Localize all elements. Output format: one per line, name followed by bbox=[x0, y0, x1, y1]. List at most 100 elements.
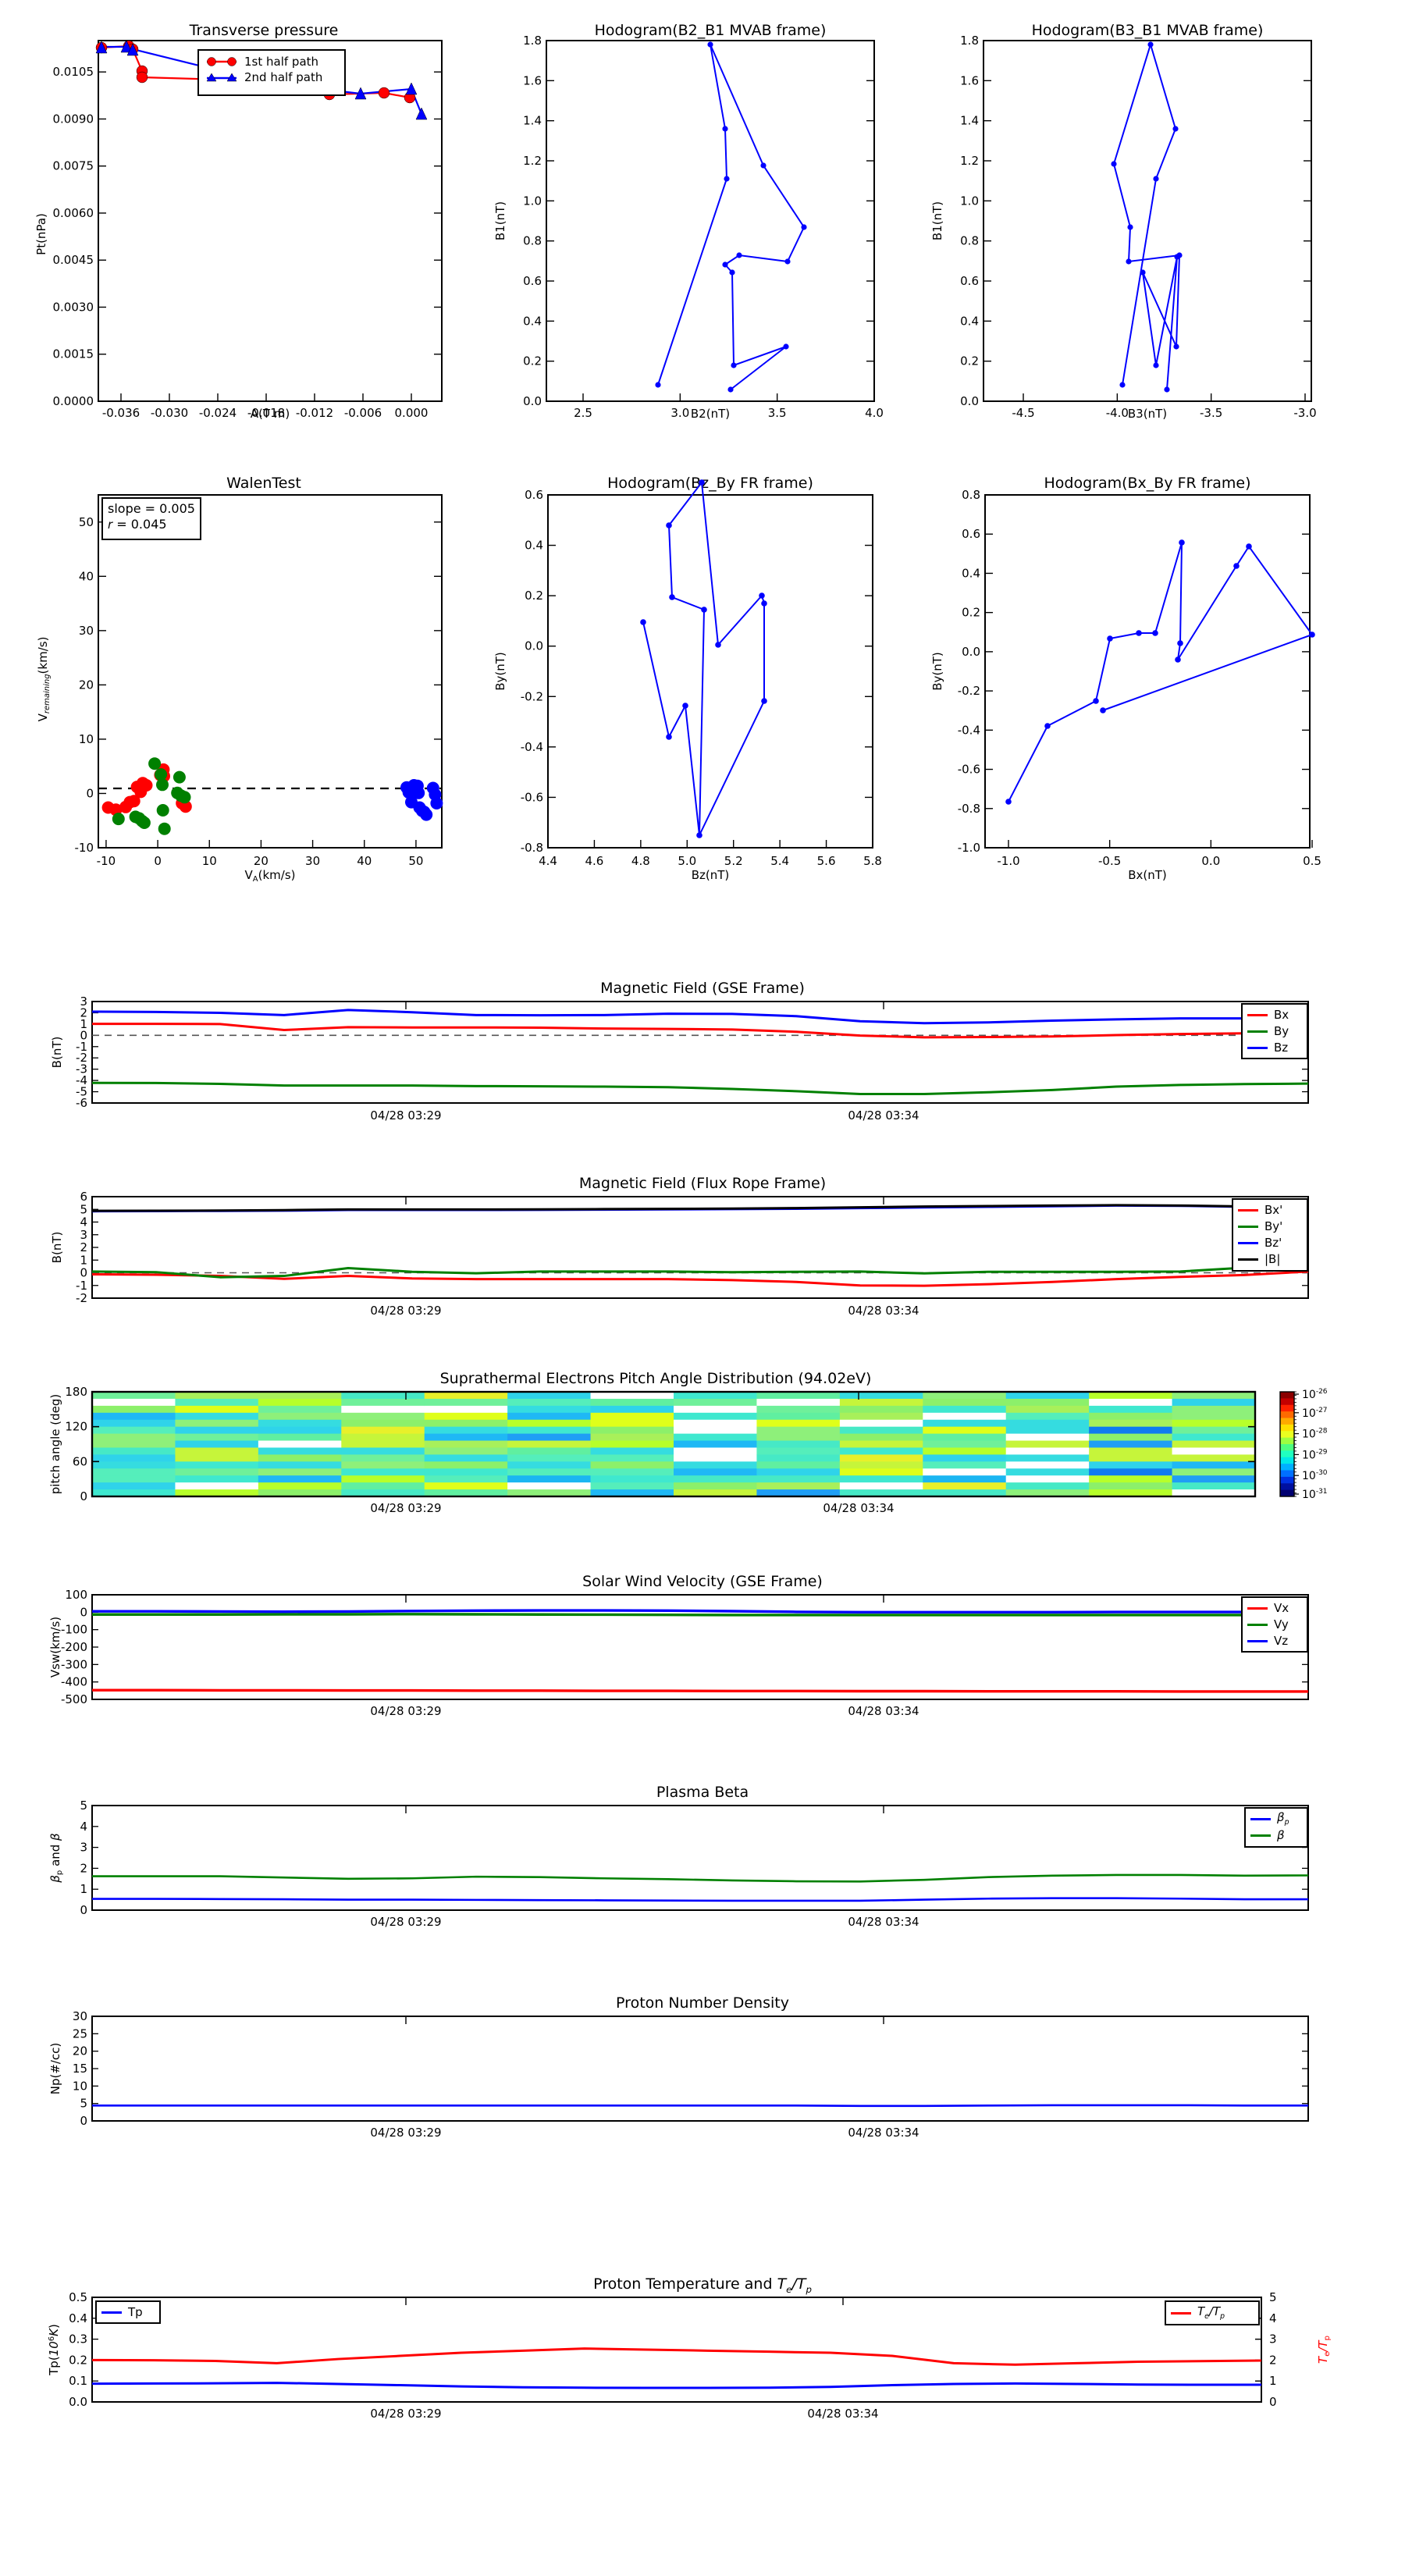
heatmap-cell bbox=[258, 1426, 342, 1435]
x-tick-label: 10 bbox=[202, 854, 217, 868]
x-axis-label: B2(nT) bbox=[691, 407, 730, 421]
heatmap-cell bbox=[507, 1475, 592, 1483]
y-tick-label: 0.0 bbox=[525, 639, 543, 653]
panel-title: WalenTest bbox=[226, 475, 301, 492]
heatmap-cell bbox=[175, 1412, 259, 1421]
x-tick-label: 04/28 03:34 bbox=[848, 1108, 919, 1123]
y-tick-label: -4 bbox=[76, 1073, 87, 1087]
y-tick-label: 1.0 bbox=[960, 194, 979, 208]
heatmap-cell bbox=[923, 1468, 1007, 1476]
heatmap-cell bbox=[674, 1475, 758, 1483]
legend-row: 1st half path bbox=[205, 54, 338, 69]
x-axis-label: Bx(nT) bbox=[1128, 868, 1167, 882]
y-tick-label: -5 bbox=[76, 1085, 87, 1099]
heatmap-cell bbox=[1089, 1426, 1173, 1435]
heatmap-cell bbox=[424, 1419, 508, 1428]
y-tick-label: -300 bbox=[61, 1657, 87, 1671]
y-tick-label: 1.0 bbox=[523, 194, 542, 208]
x-tick-label: 2.5 bbox=[574, 406, 592, 420]
x-tick-label: 4.0 bbox=[865, 406, 884, 420]
series-line-tp bbox=[91, 2382, 1261, 2389]
colorbar-tick-label: 10-28 bbox=[1302, 1428, 1328, 1441]
heatmap-cell bbox=[1005, 1454, 1090, 1462]
heatmap-cell bbox=[92, 1447, 176, 1455]
x-tick-label: 04/28 03:34 bbox=[848, 1704, 919, 1718]
circle-marker-icon bbox=[205, 56, 238, 67]
colorbar-segment bbox=[1280, 1450, 1294, 1458]
heatmap-cell bbox=[258, 1392, 342, 1400]
heatmap-cell bbox=[590, 1482, 674, 1490]
heatmap-cell bbox=[341, 1489, 425, 1497]
legend-row: Tp bbox=[101, 2304, 155, 2321]
x-tick-label: -1.0 bbox=[997, 854, 1019, 868]
heatmap-cell bbox=[1172, 1475, 1256, 1483]
y-tick-label: -0.2 bbox=[958, 684, 980, 698]
y-tick-label: 0.2 bbox=[962, 606, 980, 620]
heatmap-cell bbox=[674, 1426, 758, 1435]
heatmap-cell bbox=[258, 1412, 342, 1421]
plot-area: -6 -5 -4 -3 -2 -1 0 1 2 3 B(nT) bbox=[47, 980, 1358, 1144]
y-tick-label-right: 2 bbox=[1269, 2353, 1277, 2367]
heatmap-cell bbox=[175, 1475, 259, 1483]
y-tick-label: 1 bbox=[80, 1017, 87, 1031]
heatmap-cell bbox=[424, 1426, 508, 1435]
series-line-by- bbox=[91, 1265, 1309, 1279]
legend-label: Te/Tp bbox=[1197, 2304, 1225, 2321]
legend-vsw: Vx Vy Vz bbox=[1241, 1596, 1308, 1653]
y-tick-label-right: 3 bbox=[1269, 2332, 1277, 2347]
y-tick-label: 0.6 bbox=[960, 274, 979, 288]
heatmap-cell bbox=[923, 1392, 1007, 1400]
x-tick-label: 0.000 bbox=[395, 406, 429, 420]
heatmap-cell bbox=[1172, 1440, 1256, 1449]
series-line-vy bbox=[92, 1613, 1308, 1617]
panel-title: Magnetic Field (Flux Rope Frame) bbox=[578, 1175, 827, 1192]
x-tick-label: -0.5 bbox=[1098, 854, 1121, 868]
y-tick-label: 0.8 bbox=[960, 234, 979, 248]
scatter-point bbox=[127, 795, 140, 808]
heatmap-cell bbox=[839, 1482, 923, 1490]
heatmap-cell bbox=[839, 1475, 923, 1483]
heatmap-cell bbox=[590, 1461, 674, 1469]
heatmap-cell bbox=[258, 1433, 342, 1442]
heatmap-cell bbox=[1172, 1447, 1256, 1455]
panel-plasma-beta: Plasma Beta 0 1 2 3 4 5 βp and β βp β 04/28 0… bbox=[47, 1784, 1358, 1952]
x-tick-label: 5.4 bbox=[770, 854, 789, 868]
heatmap-cell bbox=[590, 1412, 674, 1421]
heatmap-cell bbox=[175, 1426, 259, 1435]
line-swatch-bzp bbox=[1238, 1242, 1258, 1244]
y-tick-label: -500 bbox=[61, 1692, 87, 1706]
series-line-beta-p bbox=[92, 1897, 1308, 1902]
y-tick-label: 0 bbox=[86, 786, 94, 800]
y-tick-label: 0.3 bbox=[69, 2332, 87, 2347]
heatmap-cell bbox=[258, 1447, 342, 1455]
heatmap-cell bbox=[923, 1398, 1007, 1407]
legend-tp: Tp bbox=[95, 2300, 161, 2324]
heatmap-cell bbox=[923, 1433, 1007, 1442]
line-swatch-bmag bbox=[1238, 1258, 1258, 1261]
y-axis-label: Np(#/cc) bbox=[48, 2043, 62, 2095]
heatmap-cell bbox=[674, 1433, 758, 1442]
panel-title: Plasma Beta bbox=[656, 1784, 749, 1801]
y-axis-label: B(nT) bbox=[50, 1232, 64, 1264]
panel-proton-number-density: Proton Number Density 0 5 10 15 20 25 30 Np(#/… bbox=[47, 1994, 1358, 2162]
y-tick-label: -1.0 bbox=[958, 841, 980, 855]
heatmap-cell bbox=[507, 1489, 592, 1497]
heatmap-cell bbox=[590, 1426, 674, 1435]
heatmap-cell bbox=[590, 1454, 674, 1462]
heatmap-cell bbox=[923, 1440, 1007, 1449]
y-tick-label: 180 bbox=[65, 1385, 87, 1399]
y-tick-label: 0.2 bbox=[960, 354, 979, 368]
heatmap-cell bbox=[258, 1475, 342, 1483]
y-tick-label: 20 bbox=[73, 2044, 87, 2058]
heatmap-cell bbox=[674, 1454, 758, 1462]
heatmap-cell bbox=[1005, 1419, 1090, 1428]
y-tick-label: 30 bbox=[79, 624, 94, 638]
y-tick-label: 50 bbox=[79, 515, 94, 529]
scatter-point bbox=[148, 757, 162, 770]
legend-label: Tp bbox=[128, 2304, 143, 2319]
heatmap-cell bbox=[92, 1405, 176, 1414]
y-tick-label: 0.0 bbox=[523, 394, 542, 408]
y-tick-label: 1.4 bbox=[523, 114, 542, 128]
heatmap-cell bbox=[507, 1454, 592, 1462]
